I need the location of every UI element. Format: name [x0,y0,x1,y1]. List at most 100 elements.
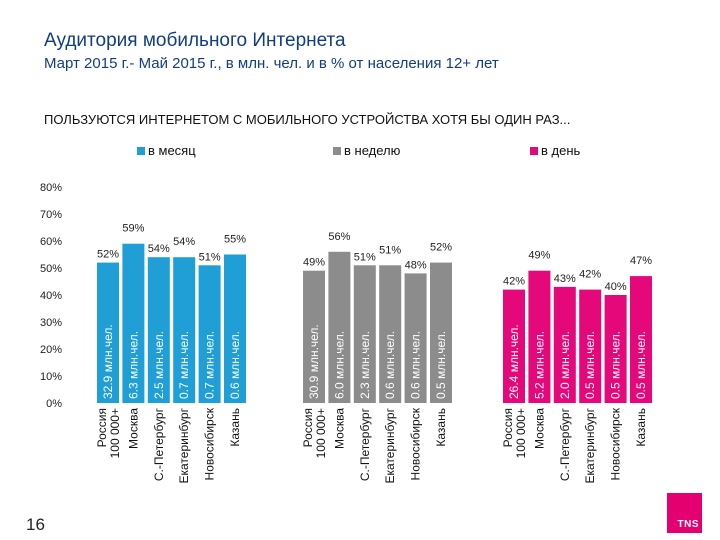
bar [430,262,452,403]
category-label: Москва [332,408,346,449]
data-label: 51% [379,244,401,256]
category-label-line: Новосибирск [409,407,423,480]
category-label-line: 100 000+ [314,408,328,458]
y-tick-label: 30% [40,317,62,329]
bar-count-label: 30.9 млн.чел. [307,324,321,399]
category-label: С.-Петербург [558,407,572,481]
legend-label: в день [541,143,581,158]
bar-count-label: 32.9 млн.чел. [101,324,115,399]
category-label: Казань [634,408,648,447]
category-label-line: Москва [532,408,546,449]
category-label-line: Екатеринбург [383,407,397,483]
y-tick-label: 0% [46,398,62,410]
bar [353,265,376,403]
bar-count-label: 6.0 млн.чел. [332,331,346,399]
bar-count-label: 0.5 млн.чел. [434,331,448,399]
y-tick-label: 20% [40,344,62,356]
bar-count-label: 0.6 млн.чел. [228,331,242,399]
legend-swatch [333,147,341,155]
category-label: Москва [126,408,140,449]
bar-count-label: 0.5 млн.чел. [634,331,648,399]
data-label: 51% [199,251,221,263]
bar [97,262,119,403]
data-label: 49% [303,257,325,269]
bar [328,251,351,403]
category-label: Екатеринбург [177,407,191,483]
bar [122,243,145,403]
category-label-line: Россия [501,408,515,447]
category-label-line: Казань [228,408,242,447]
bar [173,257,196,403]
category-label-line: С.-Петербург [358,407,372,481]
bar [198,265,221,403]
category-label: Екатеринбург [383,407,397,483]
category-label-line: Новосибирск [609,407,623,480]
tns-logo: TNS [667,493,702,533]
category-label: Новосибирск [409,407,423,480]
bar [528,270,551,403]
category-label: Москва [532,408,546,449]
data-label: 52% [430,242,452,254]
bar-count-label: 0.5 млн.чел. [609,331,623,399]
category-label: Россия100 000+ [501,408,528,458]
page-number: 16 [26,515,45,534]
data-label: 42% [579,269,601,281]
y-tick-label: 40% [40,290,62,302]
bar-count-label: 0.6 млн.чел. [409,331,423,399]
bar-count-label: 0.7 млн.чел. [203,331,217,399]
data-label: 48% [405,259,427,271]
bar [147,257,170,403]
category-label-line: Казань [434,408,448,447]
legend-label: в неделю [344,143,401,158]
category-label-line: 100 000+ [514,408,528,458]
category-label: С.-Петербург [358,407,372,481]
bar-count-label: 2.3 млн.чел. [358,331,372,399]
data-label: 52% [97,249,119,261]
bar [404,273,427,403]
y-tick-label: 60% [40,236,62,248]
data-label: 43% [554,273,576,285]
bar [379,265,402,403]
y-tick-label: 70% [40,209,62,221]
bar-count-label: 2.0 млн.чел. [558,331,572,399]
bar [503,289,525,403]
data-label: 49% [528,250,550,262]
bar-count-label: 0.7 млн.чел. [177,331,191,399]
bar-count-label: 0.6 млн.чел. [383,331,397,399]
data-label: 54% [173,236,195,248]
data-label: 59% [122,223,144,235]
data-label: 55% [224,234,246,246]
category-label: С.-Петербург [152,407,166,481]
data-label: 47% [630,255,652,267]
category-label: Россия100 000+ [301,408,328,458]
bar-count-label: 6.3 млн.чел. [126,331,140,399]
bar-count-label: 26.4 млн.чел. [507,324,521,399]
category-label: Екатеринбург [583,407,597,483]
category-label: Казань [228,408,242,447]
bar [630,276,652,403]
bar [224,254,246,403]
category-label-line: С.-Петербург [558,407,572,481]
bar-count-label: 2.5 млн.чел. [152,331,166,399]
data-label: 42% [503,276,525,288]
category-label: Новосибирск [203,407,217,480]
category-label-line: 100 000+ [108,408,122,458]
page-subtitle: Март 2015 г.- Май 2015 г., в млн. чел. и… [44,55,499,72]
bar [604,295,627,403]
category-label: Казань [434,408,448,447]
data-label: 40% [605,281,627,293]
bar-count-label: 0.5 млн.чел. [583,331,597,399]
data-label: 51% [354,251,376,263]
category-label-line: Екатеринбург [177,407,191,483]
category-label-line: Москва [126,408,140,449]
data-label: 56% [328,231,350,243]
bar [579,289,602,403]
category-label-line: С.-Петербург [152,407,166,481]
category-label-line: Россия [301,408,315,447]
y-tick-label: 80% [40,182,62,194]
legend-swatch [530,147,538,155]
category-label: Россия100 000+ [95,408,122,458]
y-tick-label: 10% [40,371,62,383]
category-label-line: Новосибирск [203,407,217,480]
